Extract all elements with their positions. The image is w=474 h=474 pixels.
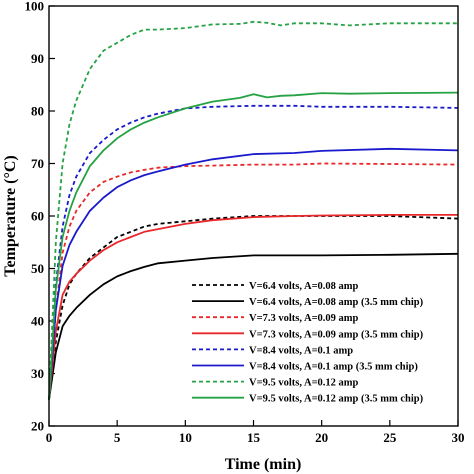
chart-legend: V=6.4 volts, A=0.08 amp V=6.4 volts, A=0.… [192, 281, 424, 405]
chart-series [48, 20, 459, 400]
series-line-5 [48, 104, 459, 400]
series-line-2 [48, 252, 459, 400]
y-tick-label: 20 [31, 419, 44, 434]
series-line-6 [48, 147, 459, 400]
y-tick-label: 30 [31, 366, 44, 381]
x-tick-label: 25 [383, 430, 397, 445]
series-line-3 [48, 162, 459, 400]
y-tick-label: 90 [31, 51, 44, 66]
x-tick-label: 5 [114, 430, 121, 445]
y-tick-label: 50 [31, 261, 44, 276]
plot-frame [48, 5, 459, 427]
x-tick-label: 20 [315, 430, 328, 445]
x-axis-title: Time (min) [225, 456, 302, 473]
legend-entry: V=6.4 volts, A=0.08 amp (3.5 mm chip) [249, 297, 424, 308]
legend-entry: V=8.4 volts, A=0.1 amp [249, 345, 353, 356]
x-tick-label: 15 [247, 430, 261, 445]
y-axis-title: Temperature (°C) [2, 155, 19, 276]
legend-entry: V=9.5 volts, A=0.12 amp (3.5 mm chip) [249, 394, 424, 405]
series-line-4 [48, 213, 458, 400]
axis-ticks: 0 5 10 15 20 25 30 20 30 40 50 60 70 80 90 100 [25, 0, 465, 445]
legend-entry: V=7.3 volts, A=0.09 amp (3.5 mm chip) [249, 329, 424, 340]
x-tick-label: 10 [179, 430, 192, 445]
y-tick-label: 70 [31, 156, 44, 171]
y-tick-label: 100 [25, 0, 45, 14]
x-tick-label: 0 [46, 430, 53, 445]
series-line-7 [48, 20, 458, 400]
legend-entry: V=6.4 volts, A=0.08 amp [249, 281, 359, 292]
legend-entry: V=7.3 volts, A=0.09 amp [249, 313, 359, 324]
legend-entry: V=9.5 volts, A=0.12 amp [249, 378, 359, 389]
series-line-1 [48, 215, 459, 400]
y-tick-label: 80 [31, 104, 44, 119]
series-line-8 [48, 91, 459, 400]
x-tick-label: 30 [452, 430, 465, 445]
y-tick-label: 60 [31, 209, 44, 224]
y-tick-label: 40 [31, 314, 44, 329]
legend-entry: V=8.4 volts, A=0.1 amp (3.5 mm chip) [249, 362, 418, 373]
